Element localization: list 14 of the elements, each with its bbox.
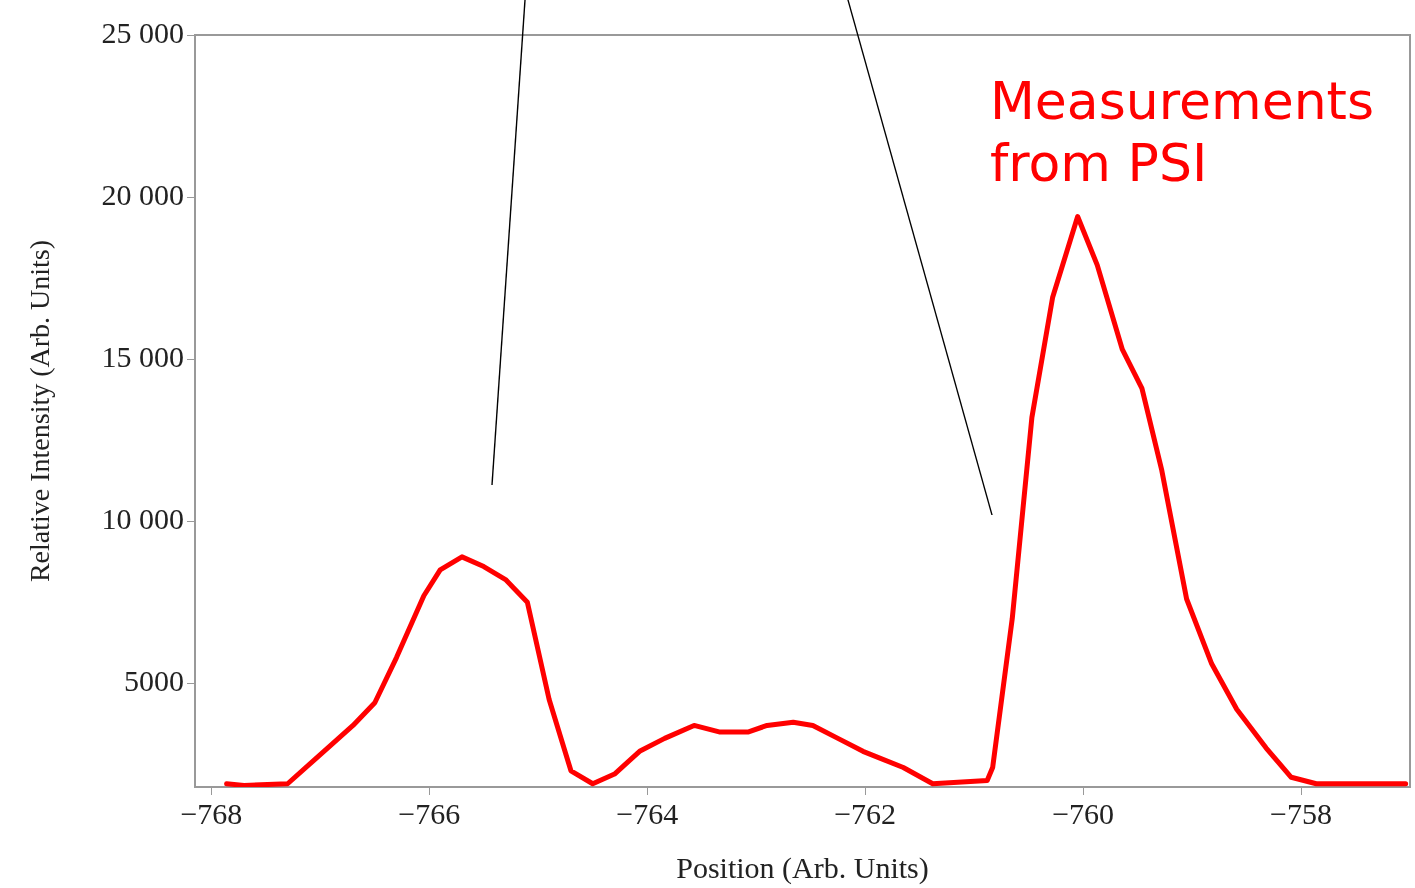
- y-axis-title: Relative Intensity (Arb. Units): [24, 239, 56, 583]
- y-tick-label: 10 000: [101, 502, 184, 536]
- x-tick-label: −760: [1052, 796, 1115, 830]
- x-tick-label: −768: [180, 796, 243, 830]
- x-axis-title: Position (Arb. Units): [676, 850, 929, 885]
- y-tick-label: 25 000: [101, 15, 184, 49]
- x-tick-label: −762: [834, 796, 897, 830]
- y-tick-label: 20 000: [101, 177, 184, 211]
- x-tick-label: −766: [398, 796, 461, 830]
- x-tick-label: −758: [1270, 796, 1332, 830]
- annotation: Measurements from PSI: [990, 70, 1376, 194]
- x-tick-label: −764: [616, 796, 679, 830]
- y-tick-label: 15 000: [101, 340, 184, 374]
- y-tick-label: 5000: [124, 664, 184, 698]
